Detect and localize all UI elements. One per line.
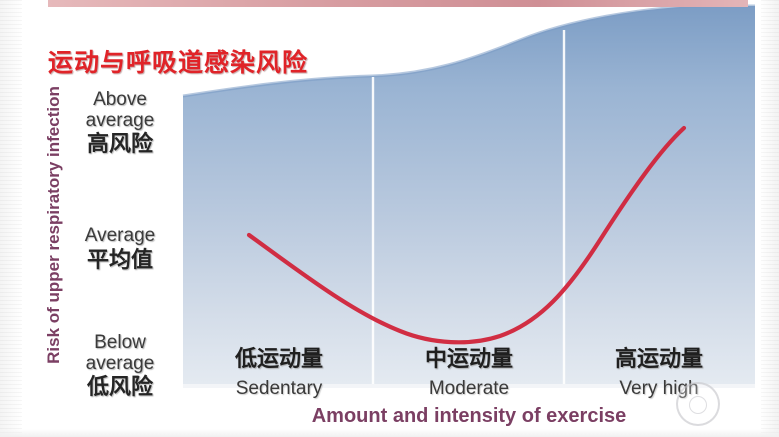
- x-category-sedentary-cn: 低运动量: [234, 346, 323, 371]
- y-tick-average-cn: 平均值: [86, 246, 153, 272]
- slide-left-edge-strip: [0, 0, 22, 437]
- x-category-moderate-en: Moderate: [428, 378, 510, 399]
- y-tick-average-line1: Average: [84, 225, 156, 246]
- y-tick-below-average-cn: 低风险: [86, 374, 153, 400]
- y-tick-above-average-cn: 高风险: [86, 131, 153, 157]
- x-axis-title: Amount and intensity of exercise: [311, 405, 627, 427]
- y-tick-below-average-line2: average: [85, 352, 155, 374]
- slide-right-edge-strip: [761, 0, 779, 437]
- risk-curve-line: [246, 125, 687, 345]
- slide-top-accent-bar: [48, 0, 748, 7]
- page-title: 运动与呼吸道感染风险: [48, 49, 309, 77]
- y-tick-above-average-line2: average: [85, 109, 155, 131]
- x-category-very-high: 高运动量 Very high: [566, 341, 752, 400]
- slide-bottom-edge-strip: [0, 429, 779, 437]
- x-category-sedentary: 低运动量 Sedentary: [186, 341, 372, 400]
- x-category-sedentary-en: Sedentary: [235, 378, 323, 399]
- band-dividers: [371, 30, 566, 384]
- y-tick-above-average: Above average 高风险: [58, 89, 182, 157]
- watermark-circle-icon: [676, 382, 720, 426]
- y-tick-below-average-line1: Below: [94, 332, 146, 353]
- y-tick-above-average-line1: Above: [93, 89, 147, 110]
- x-category-very-high-cn: 高运动量: [614, 346, 703, 371]
- y-tick-average: Average 平均值: [58, 225, 182, 272]
- x-category-very-high-en: Very high: [619, 378, 699, 399]
- x-category-moderate: 中运动量 Moderate: [376, 341, 562, 400]
- plot-baseline: [183, 384, 755, 388]
- y-tick-below-average: Below average 低风险: [58, 332, 182, 400]
- x-category-moderate-cn: 中运动量: [424, 346, 513, 371]
